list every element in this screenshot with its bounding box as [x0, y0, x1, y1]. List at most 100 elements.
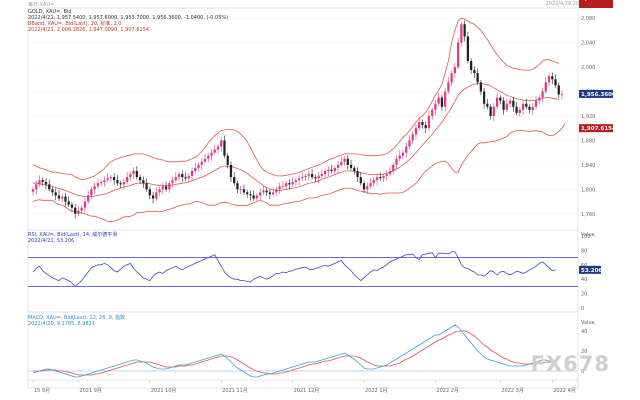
candle-body	[375, 177, 379, 181]
candle-body	[278, 186, 281, 190]
candle-body	[544, 82, 547, 92]
candle-body	[246, 192, 249, 195]
last-price-tag: 1,956.3600	[581, 92, 616, 98]
candle-body	[466, 36, 470, 61]
candle-body	[174, 177, 177, 181]
candle-body	[557, 85, 560, 95]
candle-body	[281, 186, 285, 188]
macd-y-tick: 0	[581, 369, 584, 375]
rsi-y-tick: 40	[581, 277, 587, 283]
candle-body	[554, 79, 557, 86]
candle-body	[44, 181, 48, 185]
candle-body	[74, 207, 77, 214]
candle-body	[301, 177, 304, 179]
macd-signal-line	[33, 330, 556, 376]
x-month-label: 2022 3月	[501, 388, 523, 394]
candle-body	[482, 91, 486, 104]
candle-body	[252, 195, 255, 199]
candle-body	[349, 164, 353, 168]
candle-body	[181, 174, 184, 178]
candle-body	[122, 181, 126, 185]
candle-body	[272, 192, 275, 195]
candle-body	[372, 180, 375, 184]
candle-body	[275, 189, 278, 193]
axes-labels: 2,0802,0402,0001,9601,9201,8801,8401,800…	[32, 0, 616, 394]
candle-body	[268, 192, 272, 195]
candle-body	[226, 155, 229, 165]
price-y-tick: 1,840	[581, 163, 595, 169]
candle-body	[113, 177, 116, 181]
candle-body	[495, 97, 499, 107]
candle-body	[236, 183, 239, 190]
price-y-tick: 1,760	[581, 212, 595, 218]
macd-panel-plot	[28, 324, 578, 378]
candle-body	[249, 194, 252, 196]
candle-body	[440, 97, 444, 107]
candle-body	[109, 177, 113, 179]
macd-header-2: 2022/4/20, 9.1785, 8.9821	[28, 321, 95, 327]
candle-body	[492, 106, 495, 116]
candle-body	[239, 189, 242, 191]
candle-body	[346, 158, 349, 165]
bb-lower-tag: 1,907.6154	[581, 126, 616, 132]
candle-body	[259, 192, 262, 196]
candle-body	[427, 115, 431, 129]
x-month-label: 2021 10月	[151, 388, 177, 394]
candle-body	[288, 183, 291, 185]
candle-body	[476, 73, 479, 83]
price-y-tick: 2,000	[581, 65, 595, 71]
candle-body	[418, 122, 421, 129]
price-y-tick: 1,800	[581, 187, 595, 193]
window-left-caption: 每日 XAU=	[28, 2, 55, 8]
candle-body	[531, 106, 534, 110]
candle-body	[515, 106, 518, 113]
candle-body	[80, 207, 83, 211]
macd-header-1: MACD, XAU=, Bid(Last), 12, 26, 9, 指数	[28, 315, 125, 321]
candle-body	[366, 186, 369, 190]
candle-body	[125, 177, 129, 182]
candle-body	[190, 170, 194, 176]
candle-body	[359, 177, 362, 184]
rsi-line	[32, 251, 556, 287]
candle-body	[336, 164, 340, 168]
candle-body	[135, 170, 138, 178]
candlesticks	[31, 20, 564, 219]
candle-body	[106, 178, 109, 181]
candle-body	[421, 122, 424, 126]
bb-upper-tag: 2,006.3826	[581, 0, 616, 2]
candle-body	[528, 106, 531, 110]
candle-body	[505, 103, 508, 110]
candle-body	[469, 60, 473, 71]
x-month-label: 2022 2月	[436, 388, 459, 394]
rsi-y-tick: 60	[581, 263, 587, 269]
candle-body	[61, 196, 64, 199]
candle-body	[431, 109, 434, 116]
candle-body	[538, 97, 541, 101]
candle-body	[145, 183, 148, 190]
candle-body	[340, 161, 343, 165]
candle-body	[233, 177, 236, 184]
candle-body	[31, 189, 35, 192]
price-gridlines	[28, 17, 578, 215]
candle-body	[129, 174, 132, 178]
candle-body	[453, 67, 457, 74]
price-header-1: GOLD, XAU=, Bid	[28, 9, 72, 15]
candle-body	[171, 180, 174, 184]
rsi-y-tick: 100	[581, 234, 591, 240]
candle-body	[551, 76, 554, 80]
candle-body	[223, 140, 226, 156]
candle-body	[499, 97, 502, 101]
candle-body	[164, 186, 168, 190]
candle-body	[255, 195, 259, 199]
candle-body	[512, 100, 515, 107]
candle-body	[242, 189, 246, 193]
bollinger-lower-line	[32, 123, 566, 223]
candle-body	[560, 93, 564, 95]
candle-body	[138, 177, 142, 181]
candle-body	[77, 210, 80, 214]
candle-body	[502, 100, 505, 110]
candle-body	[327, 169, 330, 171]
candle-body	[343, 158, 346, 162]
